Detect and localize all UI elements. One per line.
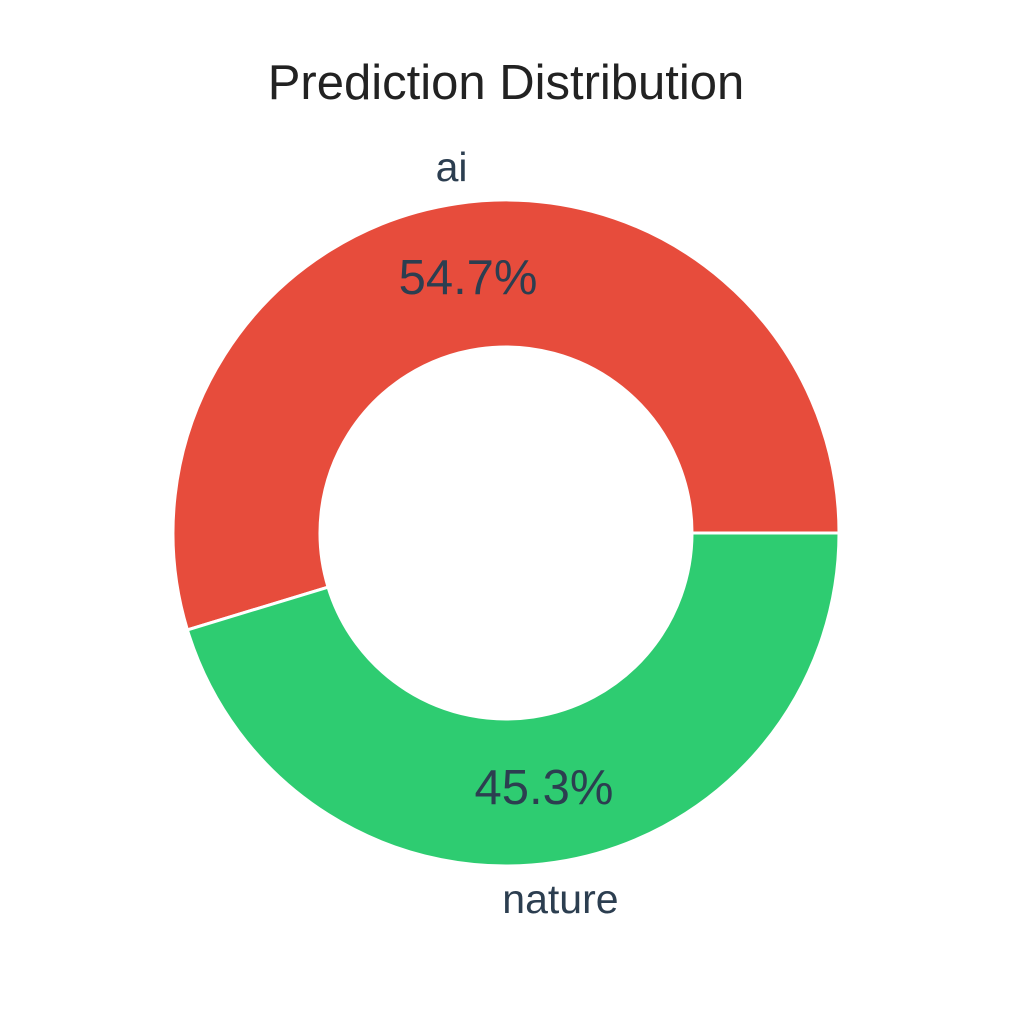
slice-ai bbox=[171, 198, 841, 632]
percent-label-ai: 54.7% bbox=[399, 251, 538, 305]
slices-group bbox=[171, 198, 841, 868]
slice-label-ai: ai bbox=[436, 144, 468, 190]
percent-label-nature: 45.3% bbox=[474, 761, 613, 815]
slice-label-nature: nature bbox=[502, 876, 618, 922]
chart-title: Prediction Distribution bbox=[268, 56, 745, 110]
labels-group: ai 54.7% nature 45.3% bbox=[399, 144, 619, 922]
slice-nature bbox=[185, 531, 841, 868]
